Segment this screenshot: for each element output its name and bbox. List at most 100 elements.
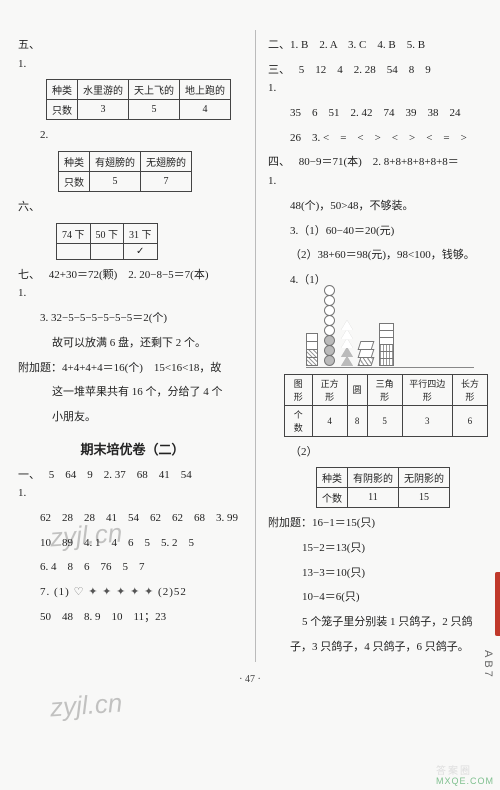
text: (2)52 [158, 586, 187, 598]
cell: 4 [180, 100, 231, 120]
text: 50 48 8. 9 10 11；23 [18, 608, 247, 627]
cell: 8 [347, 405, 367, 436]
text: 13−3＝10(只) [268, 564, 488, 583]
cell: 50 下 [90, 223, 124, 243]
text: 26 3. < = < > < > < = > [268, 129, 488, 148]
text: 小朋友。 [18, 408, 247, 427]
text: 35 6 51 2. 42 74 39 38 24 [268, 104, 488, 123]
text: 子，3 只鸽子，4 只鸽子，6 只鸽子。 [268, 638, 488, 657]
cell: 地上跑的 [180, 80, 231, 100]
cell: 3 [78, 100, 129, 120]
cell: 无翅膀的 [141, 152, 192, 172]
label-three: 三、1. [268, 61, 296, 98]
label-seven: 七、1. [18, 266, 46, 303]
label-five: 五、1. [18, 36, 46, 73]
text: 15−2＝13(只) [268, 539, 488, 558]
text: 3.（1）60−40＝20(元) [268, 222, 488, 241]
table-five-2: 种类 有翅膀的 无翅膀的 只数 5 7 [58, 151, 192, 192]
chart-stack [359, 342, 373, 366]
circle-icon [324, 355, 335, 366]
text: 5 个笼子里分别装 1 只鸽子，2 只鸽 [268, 613, 488, 632]
chart-stack [324, 286, 335, 366]
triangle-icon [341, 329, 353, 339]
section-title: 期末培优卷（二） [18, 439, 247, 458]
text: （2）38+60＝98(元)，98<100，钱够。 [268, 246, 488, 265]
cell [57, 243, 91, 259]
text: 4.（1） [268, 271, 488, 290]
circle-icon [324, 345, 335, 356]
page-number: · 47 · [0, 674, 500, 685]
row: 四、1. 80−9＝71(本) 2. 8+8+8+8+8+8＝ [268, 153, 488, 190]
cell: 正方形 [312, 374, 347, 405]
cell: 水里游的 [78, 80, 129, 100]
chart-stack [306, 334, 318, 366]
check-icon: ✓ [124, 243, 158, 259]
label-four-2: （2） [268, 443, 488, 462]
text: 附加题：16−1＝15(只) [268, 514, 488, 533]
cell: 天上飞的 [129, 80, 180, 100]
table-six: 74 下 50 下 31 下 ✓ [56, 223, 158, 260]
watermark: zyjl.cn [49, 688, 123, 724]
cell: 5 [129, 100, 180, 120]
heart-icon: ♡ [74, 586, 85, 598]
text: 附加题：4+4+4+4＝16(个) 15<16<18，故 [18, 359, 247, 378]
text: 80−9＝71(本) 2. 8+8+8+8+8+8＝ [299, 156, 459, 168]
circle-icon [324, 335, 335, 346]
logo-mxe: MXQE.COM [436, 777, 494, 786]
label-one: 一、1. [18, 466, 46, 503]
cell: 31 下 [124, 223, 158, 243]
row: 六、 [18, 198, 247, 217]
chart-stack [341, 321, 353, 366]
label-six: 六、 [18, 198, 46, 217]
triangle-icon [341, 338, 353, 348]
text: 故可以放满 6 盘，还剩下 2 个。 [18, 334, 247, 353]
row: 7. (1) ♡ ✦ ✦ ✦ ✦ ✦ (2)52 [18, 583, 247, 602]
right-column: 二、1. B 2. A 3. C 4. B 5. B 三、1. 5 12 4 2… [264, 30, 488, 662]
cell: 种类 [47, 80, 78, 100]
text: 10−4＝6(只) [268, 588, 488, 607]
text: 5 64 9 2. 37 68 41 54 [49, 469, 192, 481]
column-divider [255, 30, 256, 662]
cell: 74 下 [57, 223, 91, 243]
triangle-icon [341, 347, 353, 357]
cell: 有阴影的 [347, 468, 398, 488]
row: 一、1. 5 64 9 2. 37 68 41 54 [18, 466, 247, 503]
circle-icon [324, 315, 335, 326]
cell: 种类 [316, 468, 347, 488]
circle-icon [324, 285, 335, 296]
cell: 15 [398, 488, 449, 508]
text: 这一堆苹果共有 16 个，分给了 4 个 [18, 383, 247, 402]
cell: 无阴影的 [398, 468, 449, 488]
red-tab [495, 572, 500, 636]
cell: 有翅膀的 [90, 152, 141, 172]
rect-icon [379, 358, 394, 366]
cell: 3 [402, 405, 452, 436]
cell: 平行四边形 [402, 374, 452, 405]
text: 3. 32−5−5−5−5−5−5＝2(个) [18, 309, 247, 328]
footer-logo: 答案圈 MXQE.COM [436, 767, 494, 786]
text: 5 12 4 2. 28 54 8 9 [299, 64, 431, 76]
text: 62 28 28 41 54 62 62 68 3. 99 [18, 509, 247, 528]
cell: 长方形 [452, 374, 487, 405]
cell: 11 [347, 488, 398, 508]
cell: 三角形 [367, 374, 402, 405]
text: 二、1. B 2. A 3. C 4. B 5. B [268, 36, 488, 55]
cell: 个数 [316, 488, 347, 508]
cell: 4 [312, 405, 347, 436]
star-icon: ✦ ✦ ✦ ✦ ✦ [88, 586, 154, 598]
cell: 只数 [47, 100, 78, 120]
triangle-icon [341, 320, 353, 330]
table-shade: 种类 有阴影的 无阴影的 个数 11 15 [316, 467, 450, 508]
row: 五、1. [18, 36, 247, 73]
text: 42+30＝72(颗) 2. 20−8−5＝7(本) [49, 269, 209, 281]
shape-chart [306, 296, 474, 368]
table-five-1: 种类 水里游的 天上飞的 地上跑的 只数 3 5 4 [46, 79, 231, 120]
row: 三、1. 5 12 4 2. 28 54 8 9 [268, 61, 488, 98]
triangle-icon [341, 356, 353, 366]
row: 七、1. 42+30＝72(颗) 2. 20−8−5＝7(本) [18, 266, 247, 303]
cell: 只数 [59, 172, 90, 192]
cell: 6 [452, 405, 487, 436]
cell: 圆 [347, 374, 367, 405]
cell [90, 243, 124, 259]
left-column: 五、1. 种类 水里游的 天上飞的 地上跑的 只数 3 5 4 2. 种类 有翅… [18, 30, 247, 662]
